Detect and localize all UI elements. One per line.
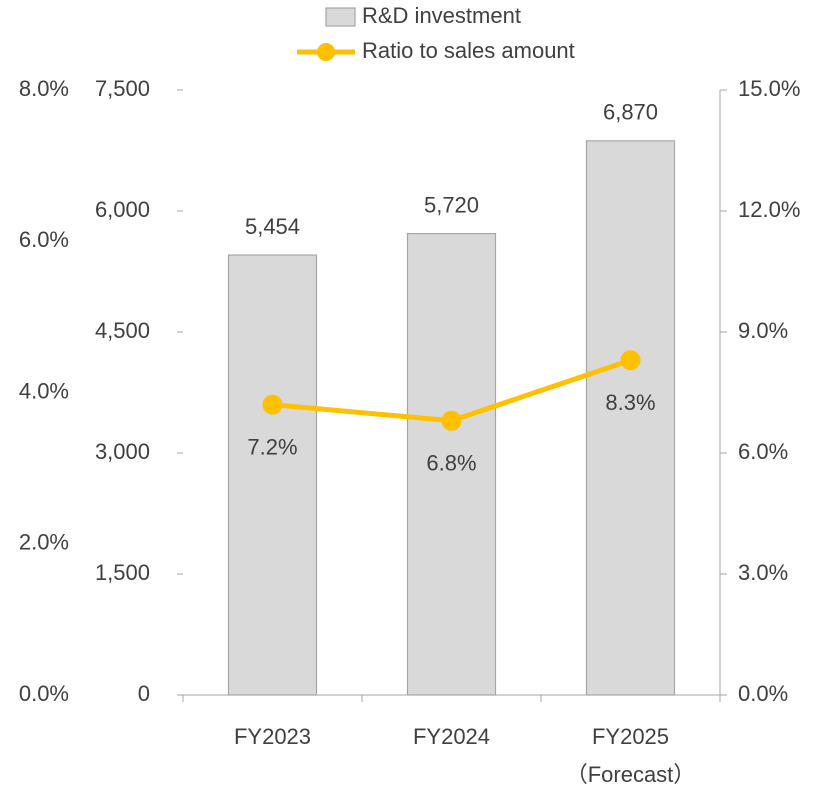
line-value-label: 7.2%	[247, 434, 297, 459]
line-marker	[262, 394, 283, 415]
line-marker	[620, 350, 641, 371]
x-tick-label: FY2023	[234, 724, 311, 749]
y-tick-label: 7,500	[95, 76, 150, 101]
y3-tick-label: 2.0%	[19, 530, 69, 555]
y-tick-label: 0	[138, 681, 150, 706]
y3-tick-label: 6.0%	[19, 227, 69, 252]
x-tick-label: FY2025 （Forecast）	[566, 724, 696, 787]
line-marker	[441, 410, 462, 431]
y-tick-label: 4,500	[95, 318, 150, 343]
y2-tick-label: 9.0%	[738, 318, 788, 343]
y-tick-label: 3,000	[95, 439, 150, 464]
bar	[406, 232, 497, 696]
y3-tick-label: 4.0%	[19, 378, 69, 403]
legend-marker	[317, 43, 335, 61]
bar	[585, 140, 676, 696]
y3-tick-label: 0.0%	[19, 681, 69, 706]
bar	[227, 254, 318, 696]
bar-value-label: 5,720	[424, 192, 479, 217]
y3-tick-label: 8.0%	[19, 76, 69, 101]
y2-tick-label: 12.0%	[738, 197, 800, 222]
y-tick-label: 6,000	[95, 197, 150, 222]
x-tick-label: FY2024	[413, 724, 490, 749]
y2-tick-label: 0.0%	[738, 681, 788, 706]
legend-swatch	[325, 7, 356, 27]
bar-value-label: 6,870	[603, 100, 658, 125]
y-tick-label: 1,500	[95, 560, 150, 585]
line-value-label: 6.8%	[426, 451, 476, 476]
legend-label: R&D investment	[362, 3, 521, 28]
y2-tick-label: 6.0%	[738, 439, 788, 464]
y2-tick-label: 15.0%	[738, 76, 800, 101]
line-value-label: 8.3%	[605, 390, 655, 415]
y2-tick-label: 3.0%	[738, 560, 788, 585]
bar-value-label: 5,454	[245, 214, 300, 239]
legend-label: Ratio to sales amount	[362, 38, 575, 63]
